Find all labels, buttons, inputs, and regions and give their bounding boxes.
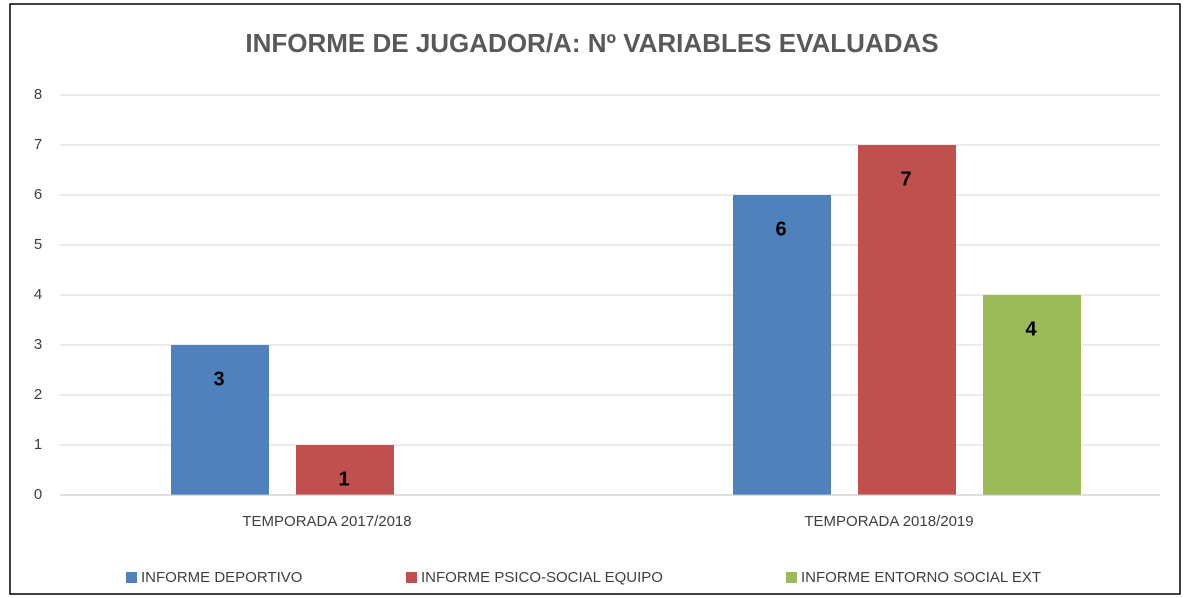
legend-label: INFORME DEPORTIVO (141, 569, 302, 586)
legend-label: INFORME ENTORNO SOCIAL EXT (801, 569, 1041, 586)
legend-label: INFORME PSICO-SOCIAL EQUIPO (421, 569, 663, 586)
legend-swatch (786, 572, 797, 583)
y-tick-label: 5 (34, 236, 42, 253)
bar (983, 295, 1081, 495)
bar (733, 195, 831, 495)
bar (858, 145, 956, 495)
chart-title: INFORME DE JUGADOR/A: Nº VARIABLES EVALU… (245, 28, 938, 58)
y-tick-label: 6 (34, 186, 42, 203)
y-tick-label: 3 (34, 336, 42, 353)
x-tick-label: TEMPORADA 2017/2018 (242, 513, 411, 530)
data-label: 7 (900, 168, 911, 190)
bar (171, 345, 269, 495)
y-tick-label: 0 (34, 486, 42, 503)
data-label: 6 (775, 218, 786, 240)
legend-swatch (126, 572, 137, 583)
y-tick-label: 8 (34, 86, 42, 103)
data-label: 4 (1025, 318, 1037, 340)
y-tick-label: 7 (34, 136, 42, 153)
y-tick-label: 2 (34, 386, 42, 403)
y-tick-label: 1 (34, 436, 42, 453)
y-tick-label: 4 (34, 286, 42, 303)
bar (296, 445, 394, 495)
data-label: 1 (338, 468, 349, 490)
x-tick-label: TEMPORADA 2018/2019 (804, 513, 973, 530)
data-label: 3 (213, 368, 224, 390)
legend-swatch (406, 572, 417, 583)
